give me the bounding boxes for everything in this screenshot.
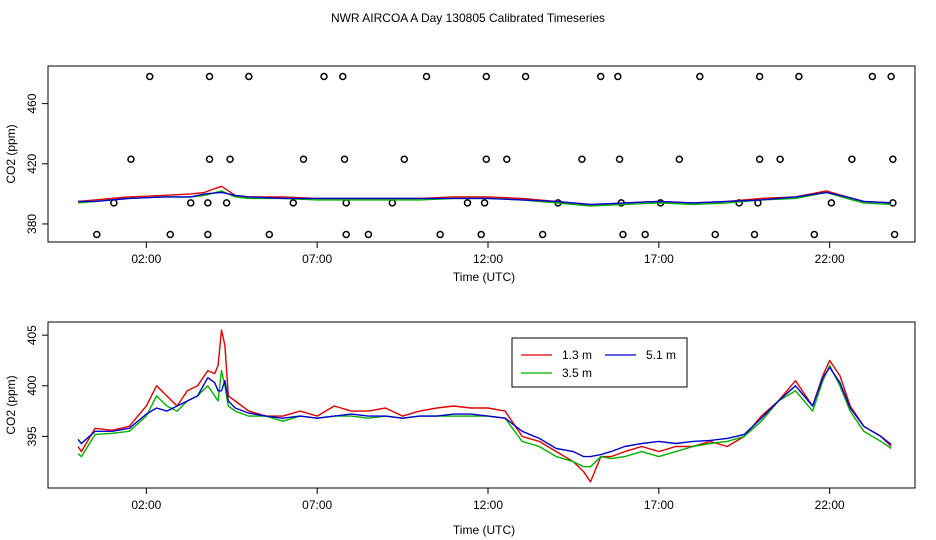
calibration-point xyxy=(265,230,274,239)
calibration-point xyxy=(696,72,704,81)
calibration-point xyxy=(226,155,234,164)
plot-frame xyxy=(47,321,916,489)
calibration-point xyxy=(400,155,409,164)
calibration-point xyxy=(482,72,491,81)
calibration-point xyxy=(578,155,586,164)
calibration-point xyxy=(615,155,624,164)
x-tick-label: 22:00 xyxy=(815,252,845,266)
x-axis-label: Time (UTC) xyxy=(453,270,515,284)
calibration-point xyxy=(166,230,174,239)
calibration-point xyxy=(614,72,622,81)
calibration-point xyxy=(342,199,350,207)
calibration-point xyxy=(597,72,605,81)
calibration-point xyxy=(810,230,819,239)
legend-label-1-3m: 1.3 m xyxy=(562,348,592,362)
x-axis-label: Time (UTC) xyxy=(453,523,515,537)
y-axis-label: CO2 (ppm) xyxy=(4,375,18,434)
x-tick-label: 12:00 xyxy=(473,252,503,266)
calibration-point xyxy=(827,199,836,207)
x-tick-label: 07:00 xyxy=(302,252,332,266)
calibration-point xyxy=(755,155,764,164)
calibration-point xyxy=(204,230,212,239)
calibration-point xyxy=(887,72,895,81)
legend-label-3-5m: 3.5 m xyxy=(562,366,592,380)
calibration-point xyxy=(641,230,649,239)
series-line-5-1-m xyxy=(77,366,892,458)
series-line-1-3-m xyxy=(77,185,892,207)
legend: 1.3 m 5.1 m 3.5 m xyxy=(511,337,688,388)
calibration-point xyxy=(795,72,803,81)
calibration-point xyxy=(503,155,511,164)
calibration-point xyxy=(205,155,214,164)
calibration-point xyxy=(340,155,349,164)
calibration-point xyxy=(204,199,212,207)
x-tick-label: 22:00 xyxy=(815,498,845,512)
calibration-point xyxy=(205,72,214,81)
calibration-point xyxy=(711,230,719,239)
calibration-point xyxy=(619,230,627,239)
series-line-5-1-m xyxy=(78,191,892,206)
figure-title: NWR AIRCOA A Day 130805 Calibrated Times… xyxy=(331,11,605,25)
calibration-point xyxy=(750,230,759,239)
calibration-point xyxy=(477,230,485,239)
calibration-point xyxy=(868,72,877,81)
calibration-point xyxy=(890,230,899,239)
calibration-point xyxy=(422,72,431,81)
panel-bottom: 02:00 07:00 12:00 17:00 22:00 395 400 405 Time … xyxy=(4,321,916,537)
panel-top: 02:00 07:00 12:00 17:00 22:00 380 420 460 Time … xyxy=(4,65,916,284)
legend-box xyxy=(511,337,688,388)
y-tick-label: 380 xyxy=(25,214,39,234)
calibration-point xyxy=(482,155,491,164)
calibration-point xyxy=(436,230,444,239)
x-tick-label: 02:00 xyxy=(131,252,161,266)
calibration-point xyxy=(388,199,397,207)
calibration-point xyxy=(320,72,328,81)
x-tick-label: 07:00 xyxy=(302,498,332,512)
legend-label-5-1m: 5.1 m xyxy=(646,348,676,362)
calibration-point xyxy=(127,155,135,164)
x-tick-label: 17:00 xyxy=(644,498,674,512)
calibration-point xyxy=(463,199,472,207)
calibration-point xyxy=(289,199,297,207)
calibration-point xyxy=(222,199,231,207)
calibration-point xyxy=(521,72,530,81)
calibration-point xyxy=(755,72,764,81)
y-tick-label: 420 xyxy=(25,153,39,173)
calibration-point xyxy=(364,230,373,239)
calibration-point xyxy=(187,199,195,207)
calibration-point xyxy=(776,155,784,164)
y-tick-label: 460 xyxy=(25,93,39,113)
calibration-point xyxy=(675,155,684,164)
calibration-point xyxy=(146,72,154,81)
x-tick-label: 17:00 xyxy=(644,252,674,266)
calibration-point xyxy=(342,230,350,239)
y-tick-label: 400 xyxy=(25,375,39,395)
calibration-point xyxy=(110,199,118,207)
calibration-point xyxy=(480,199,489,207)
x-tick-label: 12:00 xyxy=(473,498,503,512)
calibration-point xyxy=(889,155,897,164)
calibration-point xyxy=(538,230,547,239)
calibration-point xyxy=(245,72,253,81)
y-axis-label: CO2 (ppm) xyxy=(4,124,18,183)
x-tick-label: 02:00 xyxy=(131,498,161,512)
plot-frame xyxy=(47,65,916,243)
calibration-point xyxy=(339,72,347,81)
calibration-point xyxy=(93,230,101,239)
series-line-1-3-m xyxy=(77,329,892,483)
calibration-point xyxy=(848,155,856,164)
y-tick-label: 395 xyxy=(25,426,39,446)
calibration-point xyxy=(299,155,308,164)
y-tick-label: 405 xyxy=(25,325,39,345)
